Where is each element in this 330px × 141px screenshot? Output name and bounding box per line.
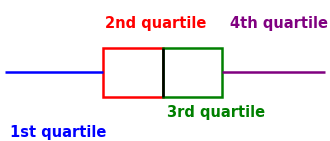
Text: 4th quartile: 4th quartile <box>230 16 328 31</box>
Text: 2nd quartile: 2nd quartile <box>105 16 206 31</box>
Text: 1st quartile: 1st quartile <box>10 125 106 140</box>
Bar <box>163 48 222 97</box>
Text: 3rd quartile: 3rd quartile <box>167 105 265 120</box>
Bar <box>103 48 163 97</box>
